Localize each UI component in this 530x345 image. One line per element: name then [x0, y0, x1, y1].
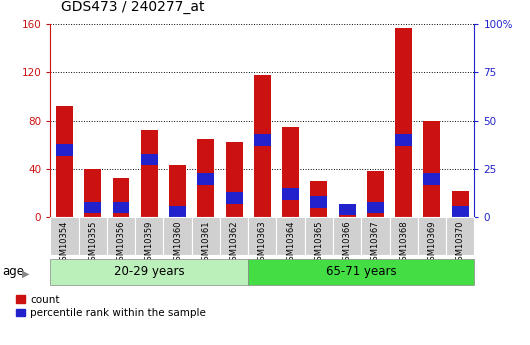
Bar: [78, 217, 107, 255]
Bar: [226, 192, 243, 204]
Bar: [220, 217, 248, 255]
Bar: [169, 206, 186, 217]
Bar: [395, 134, 412, 146]
Bar: [277, 217, 305, 255]
Bar: [107, 217, 135, 255]
Bar: [282, 188, 299, 200]
Bar: [361, 217, 390, 255]
Text: GSM10364: GSM10364: [286, 220, 295, 266]
Bar: [311, 181, 328, 217]
Bar: [418, 217, 446, 255]
Bar: [197, 139, 214, 217]
Bar: [163, 217, 192, 255]
Text: GSM10363: GSM10363: [258, 220, 267, 266]
Bar: [56, 106, 73, 217]
Bar: [112, 177, 129, 217]
Bar: [446, 217, 474, 255]
Bar: [339, 204, 356, 215]
Bar: [367, 171, 384, 217]
Text: GSM10361: GSM10361: [201, 220, 210, 266]
Bar: [112, 202, 129, 214]
Bar: [135, 217, 163, 255]
Text: GSM10362: GSM10362: [229, 220, 239, 266]
Text: 65-71 years: 65-71 years: [326, 265, 396, 278]
Bar: [141, 154, 158, 165]
Bar: [50, 259, 248, 285]
Bar: [339, 208, 356, 217]
Bar: [248, 217, 277, 255]
Text: GSM10356: GSM10356: [117, 220, 126, 266]
Bar: [395, 28, 412, 217]
Bar: [423, 121, 440, 217]
Text: GSM10365: GSM10365: [314, 220, 323, 266]
Text: GSM10354: GSM10354: [60, 220, 69, 266]
Bar: [254, 134, 271, 146]
Text: GSM10370: GSM10370: [456, 220, 465, 266]
Text: GSM10355: GSM10355: [89, 220, 97, 266]
Text: age: age: [3, 265, 25, 278]
Bar: [452, 206, 469, 217]
Text: GSM10359: GSM10359: [145, 220, 154, 266]
Bar: [84, 169, 101, 217]
Bar: [56, 144, 73, 156]
Bar: [248, 259, 474, 285]
Bar: [423, 173, 440, 185]
Bar: [197, 173, 214, 185]
Legend: count, percentile rank within the sample: count, percentile rank within the sample: [16, 295, 206, 318]
Bar: [84, 202, 101, 214]
Text: GSM10369: GSM10369: [428, 220, 436, 266]
Bar: [390, 217, 418, 255]
Text: ▶: ▶: [22, 268, 30, 278]
Bar: [333, 217, 361, 255]
Text: GSM10368: GSM10368: [399, 220, 408, 266]
Text: GSM10360: GSM10360: [173, 220, 182, 266]
Bar: [367, 202, 384, 214]
Bar: [254, 75, 271, 217]
Bar: [50, 217, 78, 255]
Bar: [169, 165, 186, 217]
Text: GSM10367: GSM10367: [371, 220, 380, 266]
Bar: [305, 217, 333, 255]
Text: GDS473 / 240277_at: GDS473 / 240277_at: [61, 0, 205, 14]
Text: 20-29 years: 20-29 years: [114, 265, 184, 278]
Bar: [192, 217, 220, 255]
Bar: [452, 191, 469, 217]
Bar: [141, 130, 158, 217]
Bar: [226, 142, 243, 217]
Text: GSM10366: GSM10366: [343, 220, 351, 266]
Bar: [282, 127, 299, 217]
Bar: [311, 196, 328, 208]
